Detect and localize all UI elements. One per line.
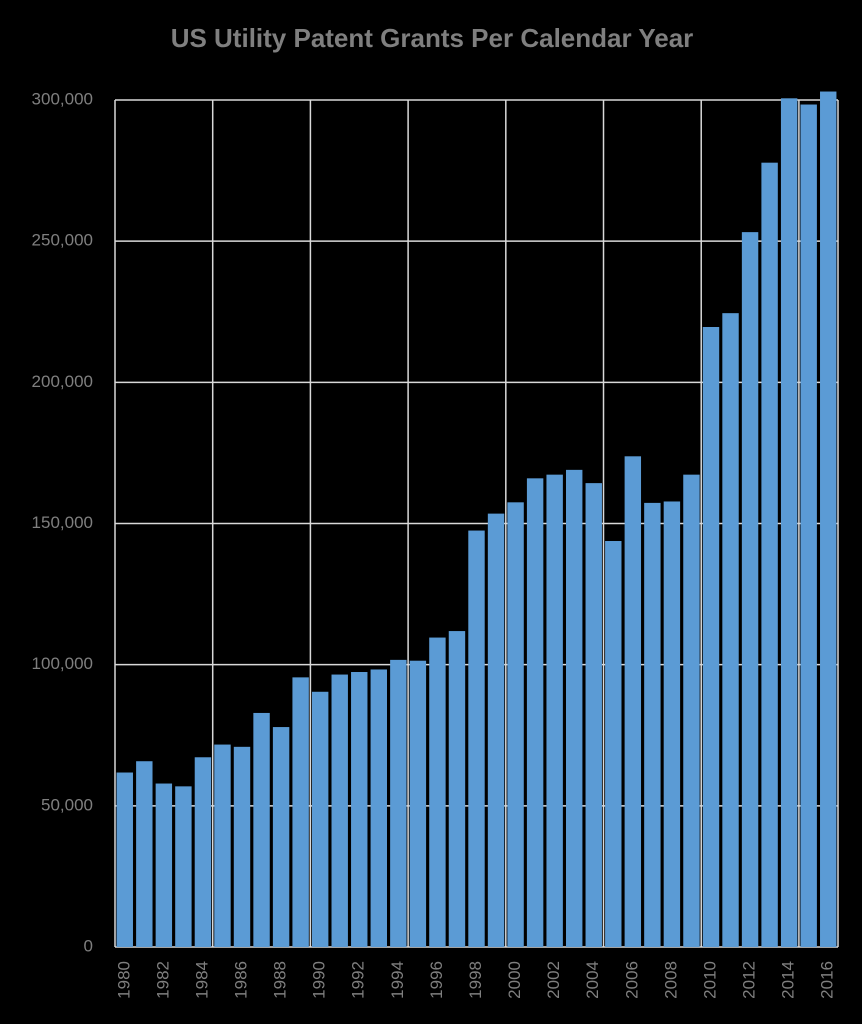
x-tick-label: 1992 (349, 961, 368, 999)
bar (117, 773, 133, 947)
bar (800, 105, 816, 947)
bar (722, 313, 738, 947)
bar (410, 661, 426, 947)
bar (527, 478, 543, 947)
x-tick-label: 1998 (466, 961, 485, 999)
bar (683, 475, 699, 947)
bar (136, 761, 152, 947)
y-tick-label: 300,000 (32, 89, 93, 108)
bar (253, 713, 269, 947)
x-tick-label: 1980 (114, 961, 133, 999)
x-tick-label: 2012 (740, 961, 759, 999)
y-tick-label: 100,000 (32, 654, 93, 673)
bar (351, 672, 367, 947)
bar (234, 747, 250, 947)
x-tick-label: 1994 (388, 961, 407, 999)
x-tick-label: 2004 (583, 961, 602, 999)
y-tick-label: 50,000 (41, 795, 93, 814)
y-tick-label: 150,000 (32, 513, 93, 532)
bar (449, 631, 465, 947)
bar (371, 669, 387, 947)
x-tick-label: 2006 (622, 961, 641, 999)
x-tick-label: 1982 (153, 961, 172, 999)
bar (214, 745, 230, 947)
bar (156, 784, 172, 947)
x-tick-label: 2002 (544, 961, 563, 999)
x-tick-label: 2010 (700, 961, 719, 999)
bar (664, 501, 680, 947)
x-tick-label: 1996 (427, 961, 446, 999)
bar (742, 232, 758, 947)
bar (195, 757, 211, 947)
x-tick-label: 1990 (310, 961, 329, 999)
bar (546, 475, 562, 947)
y-tick-label: 250,000 (32, 231, 93, 250)
bar (429, 638, 445, 947)
bar (273, 727, 289, 947)
x-tick-label: 2016 (818, 961, 837, 999)
bar (644, 503, 660, 947)
x-tick-label: 2008 (661, 961, 680, 999)
bar (761, 163, 777, 947)
y-tick-label: 0 (84, 936, 93, 955)
bar (820, 92, 836, 947)
bar (390, 660, 406, 947)
bar (175, 786, 191, 947)
bar (566, 470, 582, 947)
x-tick-label: 1986 (231, 961, 250, 999)
bar (605, 541, 621, 947)
bar (625, 456, 641, 947)
bar (703, 327, 719, 947)
chart-title: US Utility Patent Grants Per Calendar Ye… (171, 23, 694, 53)
x-tick-label: 1988 (271, 961, 290, 999)
y-tick-label: 200,000 (32, 372, 93, 391)
bar (468, 531, 484, 947)
bar (292, 677, 308, 947)
bar (586, 483, 602, 947)
x-tick-label: 2000 (505, 961, 524, 999)
bar (332, 675, 348, 947)
bar (312, 692, 328, 947)
bar (781, 98, 797, 947)
bar (507, 502, 523, 947)
x-tick-label: 1984 (192, 961, 211, 999)
x-tick-label: 2014 (779, 961, 798, 999)
bar (488, 514, 504, 947)
